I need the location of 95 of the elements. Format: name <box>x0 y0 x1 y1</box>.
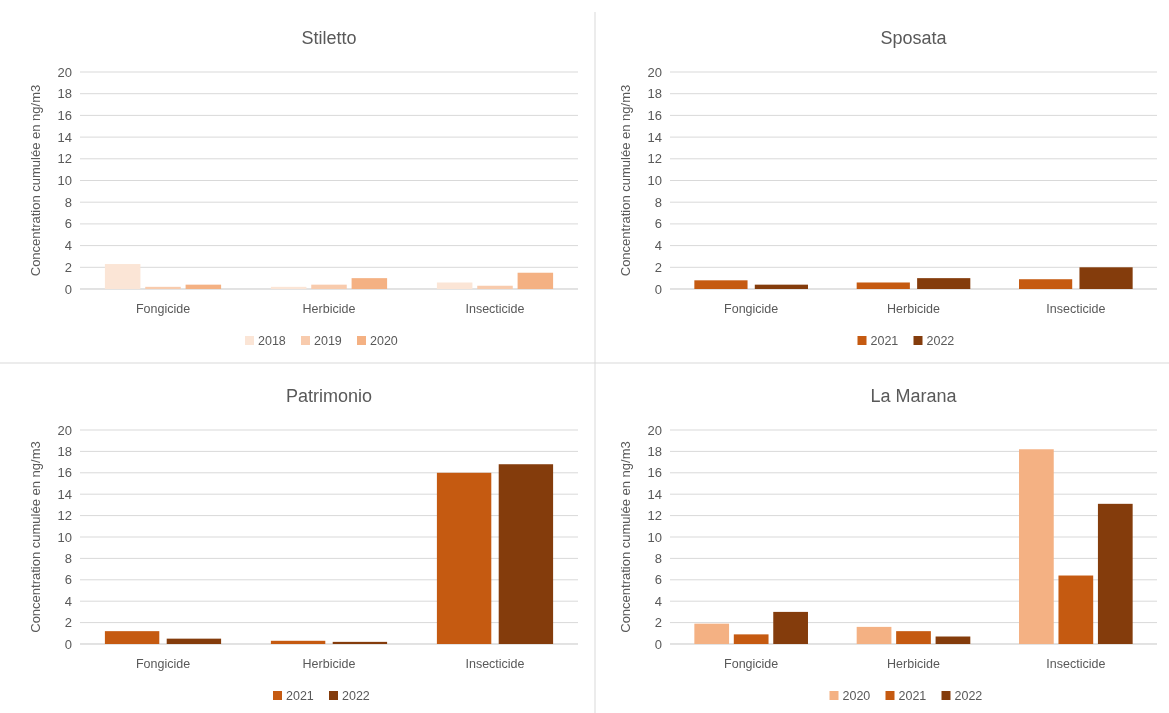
legend-label: 2020 <box>842 689 871 704</box>
x-tick-label: Fongicide <box>724 657 779 671</box>
x-tick-label: Herbicide <box>887 302 940 316</box>
bar <box>694 280 748 289</box>
bar <box>917 278 971 289</box>
y-tick-label: 2 <box>654 259 662 275</box>
bar <box>856 282 910 289</box>
bar <box>773 611 808 644</box>
y-tick-label: 16 <box>647 465 662 481</box>
bar <box>935 636 971 644</box>
bar <box>896 631 931 644</box>
y-tick-label: 4 <box>654 238 662 254</box>
y-axis-title: Concentration cumulée en ng/m3 <box>618 84 633 277</box>
y-tick-label: 16 <box>57 107 72 123</box>
legend-label: 2020 <box>370 334 398 349</box>
bar <box>270 640 326 644</box>
legend-label: 2018 <box>258 334 286 349</box>
legend-label: 2021 <box>870 334 899 349</box>
y-tick-label: 8 <box>64 194 72 210</box>
bar <box>1097 503 1133 644</box>
y-tick-label: 4 <box>64 593 72 609</box>
y-tick-label: 6 <box>64 572 72 588</box>
y-tick-label: 0 <box>64 281 72 297</box>
y-tick-label: 10 <box>57 529 72 545</box>
chart-title: Sposata <box>880 28 948 48</box>
y-tick-label: 8 <box>64 550 72 566</box>
bar <box>1019 449 1054 644</box>
x-tick-label: Herbicide <box>302 302 356 316</box>
y-tick-label: 0 <box>64 636 72 652</box>
bar <box>856 626 892 644</box>
y-tick-label: 10 <box>647 173 662 189</box>
bar <box>733 634 769 644</box>
bar <box>166 638 222 644</box>
y-tick-label: 8 <box>654 194 662 210</box>
y-tick-label: 18 <box>647 443 662 459</box>
x-tick-label: Insecticide <box>1046 657 1106 671</box>
y-tick-label: 18 <box>647 86 662 102</box>
legend-label: 2022 <box>342 689 370 704</box>
bar <box>436 472 492 644</box>
y-tick-label: 16 <box>57 465 72 481</box>
y-tick-label: 20 <box>647 64 662 80</box>
bar <box>694 623 730 644</box>
y-tick-label: 18 <box>57 443 72 459</box>
y-tick-label: 12 <box>57 151 72 167</box>
y-tick-label: 16 <box>647 107 662 123</box>
bar <box>1019 279 1073 289</box>
y-tick-label: 0 <box>654 636 662 652</box>
y-tick-label: 12 <box>647 151 662 167</box>
y-tick-label: 2 <box>64 615 72 631</box>
y-tick-label: 20 <box>57 422 72 438</box>
legend-label: 2021 <box>286 689 314 704</box>
y-tick-label: 10 <box>647 529 662 545</box>
legend-label: 2019 <box>314 334 342 349</box>
y-tick-label: 2 <box>654 615 662 631</box>
y-tick-label: 8 <box>654 550 662 566</box>
chart-title: Patrimonio <box>285 386 373 406</box>
y-tick-label: 6 <box>654 572 662 588</box>
x-tick-label: Fongicide <box>135 302 191 316</box>
y-tick-label: 14 <box>57 129 72 145</box>
y-tick-label: 14 <box>647 486 662 502</box>
bar <box>1058 575 1094 644</box>
y-tick-label: 12 <box>647 508 662 524</box>
chart-title: Stiletto <box>301 28 357 48</box>
x-tick-label: Herbicide <box>887 657 940 671</box>
x-tick-label: Insecticide <box>1046 302 1106 316</box>
y-tick-label: 14 <box>647 129 662 145</box>
legend-label: 2022 <box>954 689 983 704</box>
y-tick-label: 14 <box>57 486 72 502</box>
y-tick-label: 2 <box>64 259 72 275</box>
y-tick-label: 10 <box>57 173 72 189</box>
bar <box>1079 267 1133 289</box>
y-tick-label: 0 <box>654 281 662 297</box>
y-tick-label: 6 <box>64 216 72 232</box>
y-tick-label: 20 <box>647 422 662 438</box>
x-tick-label: Fongicide <box>724 302 779 316</box>
y-axis-title: Concentration cumulée en ng/m3 <box>28 441 43 633</box>
bar <box>498 464 554 644</box>
x-tick-label: Insecticide <box>465 302 525 316</box>
y-tick-label: 18 <box>57 86 72 102</box>
y-axis-title: Concentration cumulée en ng/m3 <box>618 441 633 633</box>
x-tick-label: Fongicide <box>135 657 191 671</box>
y-tick-label: 20 <box>57 64 72 80</box>
bar <box>332 641 388 644</box>
x-tick-label: Insecticide <box>465 657 525 671</box>
y-axis-title: Concentration cumulée en ng/m3 <box>28 84 43 277</box>
x-tick-label: Herbicide <box>302 657 356 671</box>
y-tick-label: 4 <box>64 238 72 254</box>
y-tick-label: 4 <box>654 593 662 609</box>
bar <box>104 631 160 644</box>
bar <box>754 284 808 289</box>
legend-label: 2022 <box>926 334 955 349</box>
legend-label: 2021 <box>898 689 927 704</box>
chart-title: La Marana <box>870 386 958 406</box>
y-tick-label: 6 <box>654 216 662 232</box>
y-tick-label: 12 <box>57 508 72 524</box>
